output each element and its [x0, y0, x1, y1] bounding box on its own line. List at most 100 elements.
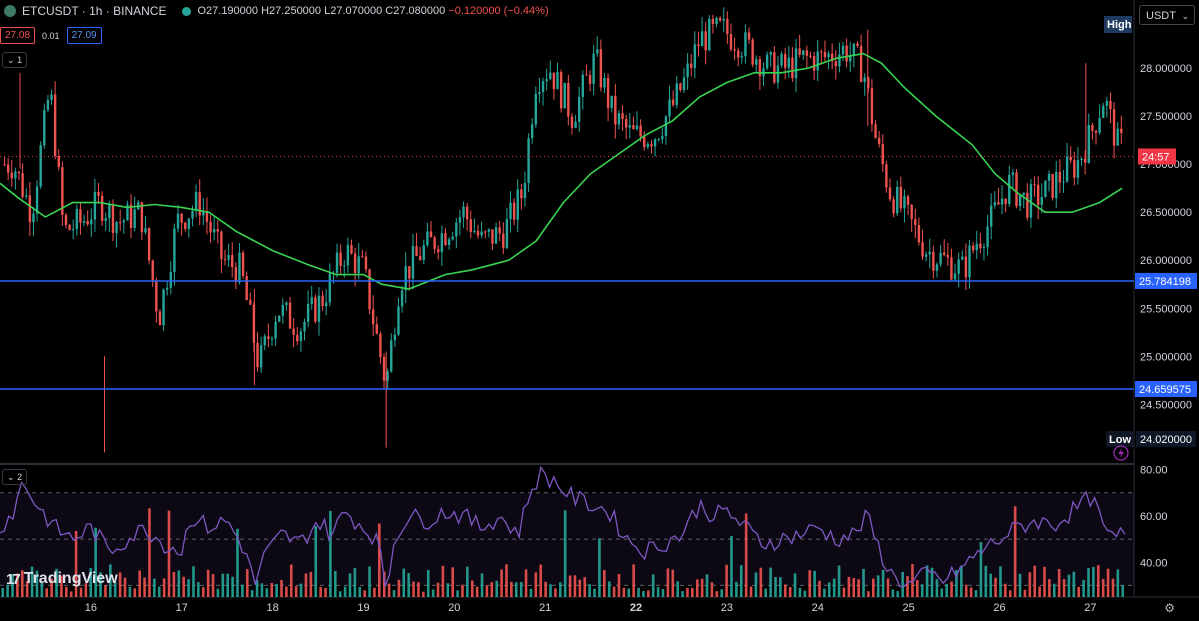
- volume-bar: [358, 586, 362, 597]
- volume-bar: [1067, 574, 1071, 597]
- price-tick-label: 26.500000: [1140, 207, 1192, 219]
- candle-body: [353, 253, 357, 274]
- volume-bar: [519, 582, 523, 597]
- currency-selector[interactable]: USDT ⌄: [1139, 5, 1195, 25]
- volume-bar: [505, 564, 508, 597]
- candle-body: [321, 295, 324, 307]
- oscillator-tick-label: 60.00: [1140, 511, 1168, 523]
- candle-body: [1065, 156, 1069, 182]
- candle-body: [1040, 197, 1043, 205]
- volume-bar: [216, 588, 220, 597]
- volume-bar: [955, 570, 958, 597]
- candle-body: [585, 74, 588, 76]
- volume-bar: [60, 575, 63, 597]
- volume-bar: [593, 588, 596, 597]
- volume-bar: [368, 566, 371, 597]
- candle-body: [1022, 192, 1025, 196]
- candle-body: [1058, 171, 1062, 183]
- candle-body: [675, 83, 678, 105]
- candle-body: [556, 72, 559, 90]
- volume-bar: [1023, 589, 1027, 597]
- candle-body: [411, 246, 415, 279]
- volume-bar: [1077, 586, 1081, 597]
- volume-bar: [84, 583, 88, 597]
- candle-body: [1015, 172, 1018, 207]
- lightning-icon[interactable]: [1113, 445, 1129, 461]
- candle-body: [538, 91, 541, 94]
- candle-body: [28, 195, 32, 223]
- candle-body: [108, 204, 111, 219]
- volume-bar: [720, 589, 723, 597]
- candle-body: [567, 82, 570, 117]
- candle-body: [285, 302, 288, 305]
- volume-bar: [529, 588, 533, 597]
- candle-body: [263, 336, 266, 346]
- volume-bar: [50, 578, 53, 597]
- volume-bar: [1008, 590, 1012, 597]
- candle-body: [209, 221, 212, 233]
- candle-body: [841, 45, 845, 55]
- change-value: −0.120000 (−0.44%): [448, 5, 549, 17]
- candle-body: [961, 256, 964, 260]
- moving-average-line: [0, 52, 1123, 290]
- sell-price-button[interactable]: 27.08: [0, 27, 36, 44]
- candle-body: [632, 125, 635, 130]
- volume-bar: [397, 579, 401, 597]
- volume-bar: [666, 568, 670, 597]
- volume-bar: [876, 575, 880, 597]
- volume-bar: [632, 564, 635, 597]
- volume-bar: [725, 564, 728, 597]
- candle-body: [79, 209, 82, 223]
- candle-body: [603, 77, 606, 88]
- candle-body: [165, 287, 169, 290]
- volume-bar: [837, 565, 841, 597]
- volume-bar: [441, 565, 445, 597]
- candle-body: [1094, 130, 1098, 133]
- candle-body: [1098, 117, 1101, 133]
- candle-body: [979, 243, 982, 249]
- time-tick-label: 18: [266, 602, 278, 614]
- symbol-title[interactable]: ETCUSDT · 1h · BINANCE: [22, 4, 167, 18]
- candle-body: [39, 145, 42, 187]
- candle-body: [1044, 180, 1047, 198]
- candle-body: [158, 311, 162, 326]
- volume-bar: [964, 584, 968, 597]
- candle-body: [834, 61, 837, 67]
- volume-bar: [950, 581, 953, 597]
- candle-body: [86, 221, 89, 225]
- volume-bar: [578, 579, 582, 597]
- candle-body: [646, 143, 650, 148]
- candle-body: [487, 229, 491, 232]
- candle-body: [238, 252, 241, 283]
- candle-body: [812, 56, 816, 71]
- indicator-pane-toggle[interactable]: ⌄ 2: [2, 469, 28, 485]
- buy-price-button[interactable]: 27.09: [66, 27, 102, 44]
- price-pane-toggle[interactable]: ⌄ 1: [2, 52, 28, 68]
- candle-body: [1026, 192, 1029, 218]
- candle-body: [17, 171, 21, 174]
- volume-bar: [426, 569, 430, 597]
- volume-bar: [700, 578, 704, 597]
- volume-bar: [651, 574, 655, 597]
- volume-bar: [231, 576, 234, 597]
- candle-body: [881, 144, 884, 165]
- candle-body: [484, 231, 487, 233]
- volume-bar: [925, 565, 929, 597]
- volume-bar: [886, 578, 890, 597]
- candle-body: [899, 186, 903, 209]
- candle-body: [259, 345, 263, 368]
- oscillator-tick-label: 40.00: [1140, 557, 1168, 569]
- volume-bar: [847, 576, 851, 597]
- candle-body: [1004, 198, 1007, 204]
- volume-bar: [451, 567, 454, 597]
- candle-body: [928, 251, 931, 255]
- gear-icon[interactable]: ⚙: [1164, 601, 1175, 615]
- volume-bar: [495, 580, 499, 597]
- volume-bar: [94, 527, 97, 597]
- candle-body: [993, 202, 997, 206]
- candle-body: [816, 51, 819, 71]
- candle-body: [668, 99, 671, 117]
- volume-bar: [798, 587, 802, 597]
- tradingview-logo[interactable]: 17 TradingView: [6, 570, 118, 588]
